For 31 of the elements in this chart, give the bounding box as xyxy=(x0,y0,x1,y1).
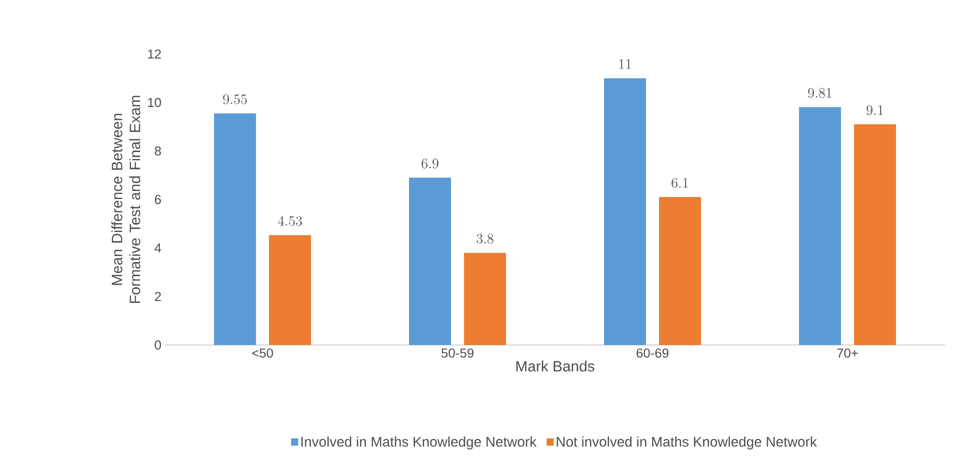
y-tick-label: 8 xyxy=(154,146,161,156)
data-label: 6. 1 xyxy=(672,178,688,188)
bar xyxy=(799,107,842,345)
data-label: 9.55 xyxy=(223,94,247,104)
x-tick-label: 50-59 xyxy=(441,348,474,358)
data-label: 11 xyxy=(619,59,631,69)
y-tick-label: 4 xyxy=(154,244,162,252)
bar xyxy=(269,235,312,345)
bar xyxy=(409,178,452,345)
x-tick-label: 60-69 xyxy=(636,348,668,358)
x-axis-title: Mark Bands xyxy=(516,360,594,372)
y-tick-label: 12 xyxy=(148,49,161,59)
data-label: 3.8 xyxy=(476,234,494,244)
x-tick-label: 70+ xyxy=(837,348,858,358)
data-label: 9. 1 xyxy=(866,105,883,116)
bar xyxy=(659,197,702,345)
bar xyxy=(854,124,896,345)
y-tick-label: 2 xyxy=(154,292,161,302)
data-label: 4.53 xyxy=(278,216,302,226)
bar xyxy=(214,113,256,345)
data-label: 6.9 xyxy=(422,158,438,168)
data-label: 9.81 xyxy=(808,88,832,98)
bar xyxy=(604,78,646,345)
y-tick-label: 0 xyxy=(154,340,161,350)
y-tick-label: 6 xyxy=(154,194,161,204)
y-tick-label: 10 xyxy=(148,98,161,108)
legend-label: Not involved in Maths Knowledge Network xyxy=(556,436,817,450)
y-axis-title: Mean Difference Between Formative Test and Final Exam xyxy=(111,96,140,303)
x-tick-label: <50 xyxy=(252,348,273,358)
legend-label: Involved in Maths Knowledge Network xyxy=(301,436,537,450)
bar xyxy=(464,252,506,345)
